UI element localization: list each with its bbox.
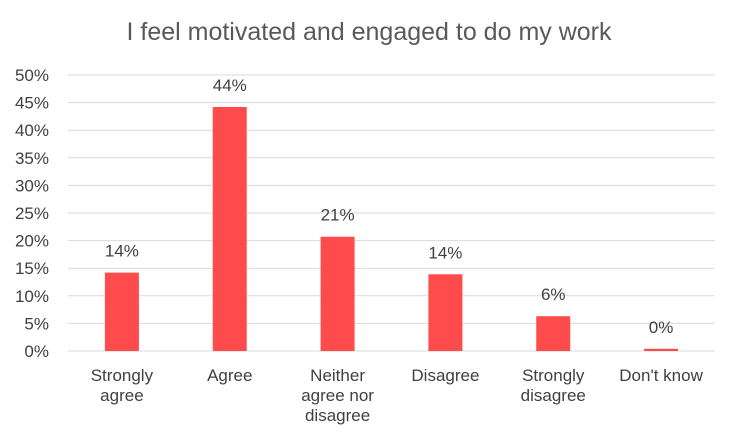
y-tick-label: 25% [15, 204, 49, 223]
bars [104, 107, 679, 352]
data-label: 21% [321, 206, 355, 225]
x-tick-label: Disagree [411, 366, 479, 385]
x-tick-label: Strongly agree [91, 366, 154, 405]
x-tick-label: Agree [207, 366, 252, 385]
bar [536, 316, 571, 351]
y-tick-label: 10% [15, 287, 49, 306]
y-tick-label: 45% [15, 94, 49, 113]
x-axis-labels: Strongly agree Agree Neither agree nor disagr… [91, 366, 704, 425]
y-tick-label: 15% [15, 259, 49, 278]
y-tick-label: 30% [15, 176, 49, 195]
x-tick-label: Don't know [619, 366, 703, 385]
bar [212, 107, 247, 352]
data-label: 14% [105, 242, 139, 261]
data-label: 14% [428, 243, 462, 262]
bar [644, 348, 679, 351]
y-tick-label: 35% [15, 149, 49, 168]
x-tick-label: Strongly disagree [521, 366, 586, 405]
gridlines [68, 74, 715, 352]
bar [320, 236, 355, 351]
data-labels: 14% 44% 21% 14% 6% 0% [105, 76, 673, 337]
y-tick-label: 0% [24, 342, 49, 361]
bar [104, 272, 139, 351]
bar [428, 274, 463, 351]
y-axis-ticks: 0% 5% 10% 15% 20% 25% 30% 35% 40% 45% 50% [15, 66, 49, 361]
x-tick-label: Neither agree nor disagree [301, 366, 374, 425]
y-tick-label: 20% [15, 232, 49, 251]
chart-title: I feel motivated and engaged to do my wo… [126, 18, 612, 46]
y-tick-label: 50% [15, 66, 49, 85]
data-label: 6% [541, 285, 566, 304]
data-label: 0% [649, 318, 674, 337]
y-tick-label: 5% [24, 314, 49, 333]
y-tick-label: 40% [15, 121, 49, 140]
data-label: 44% [213, 76, 247, 95]
